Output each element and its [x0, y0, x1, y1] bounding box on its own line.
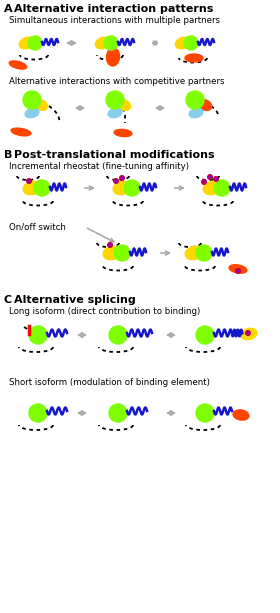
Circle shape: [214, 177, 218, 181]
Ellipse shape: [104, 36, 118, 50]
Text: Alternative splicing: Alternative splicing: [14, 295, 136, 305]
Text: On/off switch: On/off switch: [9, 222, 66, 231]
Text: Simultaneous interactions with multiple partners: Simultaneous interactions with multiple …: [9, 16, 220, 25]
Circle shape: [246, 331, 250, 335]
Ellipse shape: [28, 36, 42, 50]
Ellipse shape: [196, 404, 214, 422]
Ellipse shape: [23, 91, 41, 109]
Circle shape: [202, 180, 206, 184]
Ellipse shape: [186, 91, 204, 109]
Ellipse shape: [109, 404, 127, 422]
Ellipse shape: [124, 180, 140, 196]
Circle shape: [108, 243, 112, 247]
Ellipse shape: [233, 410, 249, 420]
Circle shape: [120, 176, 124, 180]
Ellipse shape: [19, 37, 35, 49]
Text: Alternative interactions with competitive partners: Alternative interactions with competitiv…: [9, 77, 225, 86]
Text: Post-translational modifications: Post-translational modifications: [14, 150, 215, 160]
Ellipse shape: [106, 48, 120, 66]
Ellipse shape: [229, 265, 247, 273]
Text: Short isoform (modulation of binding element): Short isoform (modulation of binding ele…: [9, 378, 210, 387]
Ellipse shape: [185, 54, 203, 62]
Circle shape: [208, 175, 212, 179]
Text: Long isoform (direct contribution to binding): Long isoform (direct contribution to bin…: [9, 307, 200, 316]
Circle shape: [114, 179, 118, 183]
Ellipse shape: [196, 245, 212, 261]
Ellipse shape: [214, 180, 230, 196]
Ellipse shape: [189, 109, 203, 118]
Ellipse shape: [114, 129, 132, 137]
Ellipse shape: [25, 109, 39, 118]
Ellipse shape: [9, 61, 27, 69]
Ellipse shape: [23, 181, 41, 195]
Text: Alternative interaction patterns: Alternative interaction patterns: [14, 4, 213, 14]
Ellipse shape: [185, 246, 203, 260]
Ellipse shape: [241, 329, 257, 340]
Ellipse shape: [198, 99, 212, 110]
Ellipse shape: [203, 181, 221, 195]
Ellipse shape: [34, 99, 48, 110]
Text: B: B: [4, 150, 12, 160]
Ellipse shape: [29, 404, 47, 422]
Ellipse shape: [106, 91, 124, 109]
Ellipse shape: [114, 245, 130, 261]
Ellipse shape: [184, 36, 198, 50]
Ellipse shape: [11, 128, 31, 136]
Ellipse shape: [196, 326, 214, 344]
Ellipse shape: [109, 326, 127, 344]
Circle shape: [27, 179, 31, 183]
Ellipse shape: [34, 180, 50, 196]
Text: Incremental rheostat (fine-tuning affinity): Incremental rheostat (fine-tuning affini…: [9, 162, 189, 171]
Ellipse shape: [103, 246, 121, 260]
Text: C: C: [4, 295, 12, 305]
Ellipse shape: [113, 181, 131, 195]
Ellipse shape: [175, 37, 191, 49]
Ellipse shape: [108, 109, 122, 118]
Ellipse shape: [95, 37, 111, 49]
Circle shape: [236, 268, 240, 273]
Ellipse shape: [117, 99, 131, 110]
Text: A: A: [4, 4, 13, 14]
Ellipse shape: [29, 326, 47, 344]
